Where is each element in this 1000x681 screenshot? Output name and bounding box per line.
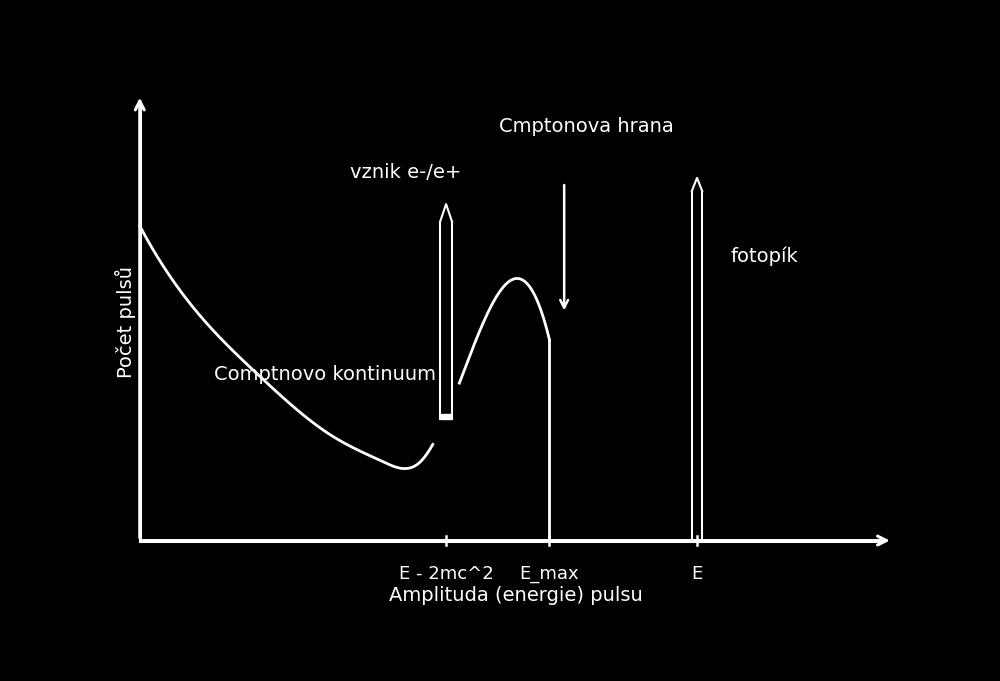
Text: Amplituda (energie) pulsu: Amplituda (energie) pulsu	[389, 586, 643, 605]
Text: E: E	[691, 565, 703, 582]
Text: Počet pulsů: Počet pulsů	[114, 266, 136, 378]
Text: E_max: E_max	[520, 565, 579, 582]
Text: vznik e-/e+: vznik e-/e+	[350, 163, 461, 183]
Text: Cmptonova hrana: Cmptonova hrana	[499, 116, 674, 136]
Text: E - 2mc^2: E - 2mc^2	[399, 565, 493, 582]
Bar	[441, 413, 451, 419]
Text: Comptnovo kontinuum: Comptnovo kontinuum	[214, 365, 436, 384]
Text: fotopík: fotopík	[730, 247, 798, 266]
